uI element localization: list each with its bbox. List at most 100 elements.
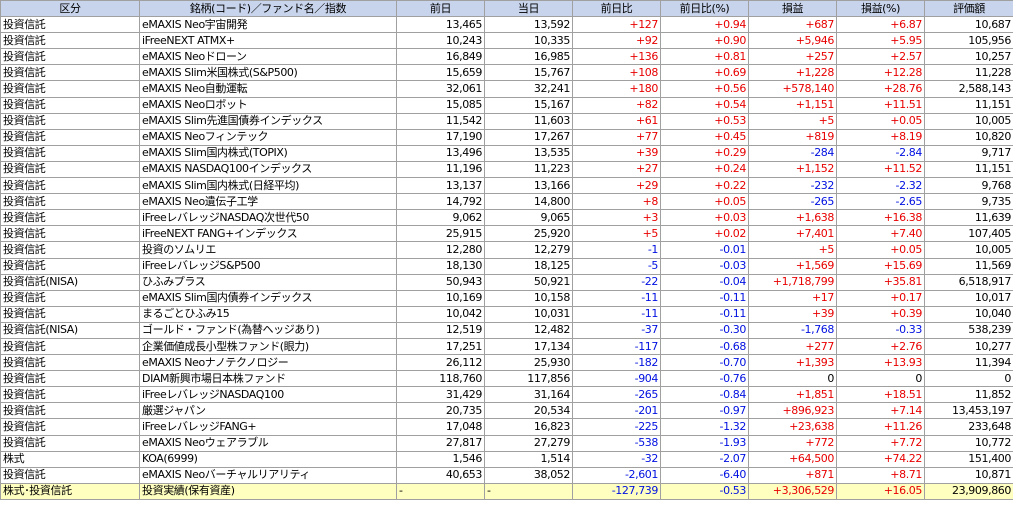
previous-day-cell: 26,112: [396, 354, 485, 372]
profit-loss-percent-cell: +35.81: [836, 273, 925, 291]
previous-day-cell: 27,817: [396, 434, 485, 452]
valuation-cell: 9,735: [924, 193, 1013, 211]
table-row[interactable]: 投資信託 iFreeレバレッジFANG+ 17,048 16,823 -225 -1.32…: [0, 418, 1013, 436]
day-change-percent-cell: -0.97: [660, 402, 749, 420]
day-change-percent-cell: +0.69: [660, 64, 749, 82]
category-cell: 投資信託: [0, 225, 140, 243]
current-day-cell: -: [484, 482, 573, 500]
header-profit-loss[interactable]: 損益: [748, 0, 837, 18]
day-change-cell: +180: [572, 80, 661, 98]
profit-loss-percent-cell: +74.22: [836, 450, 925, 468]
valuation-cell: 10,005: [924, 241, 1013, 259]
day-change-percent-cell: -0.11: [660, 289, 749, 307]
fund-name-cell: iFreeレバレッジFANG+: [139, 418, 397, 436]
current-day-cell: 13,166: [484, 177, 573, 195]
current-day-cell: 20,534: [484, 402, 573, 420]
day-change-percent-cell: -0.68: [660, 337, 749, 356]
table-row[interactable]: 投資信託 iFreeNEXT FANG+インデックス 25,915 25,920 +5 +…: [0, 225, 1013, 243]
current-day-cell: 14,800: [484, 193, 573, 211]
category-cell: 投資信託: [0, 354, 140, 372]
valuation-cell: 11,852: [924, 386, 1013, 404]
day-change-percent-cell: -0.30: [660, 321, 749, 339]
table-row[interactable]: 株式 KOA(6999) 1,546 1,514 -32 -2.07 +64,500 +74.…: [0, 450, 1013, 468]
valuation-cell: 11,394: [924, 354, 1013, 372]
table-row[interactable]: 投資信託 eMAXIS Neo自動運転 32,061 32,241 +180 +0.56 +…: [0, 80, 1013, 98]
profit-loss-cell: -1,768: [748, 321, 837, 339]
fund-name-cell: eMAXIS Neoウェアラブル: [139, 434, 397, 452]
day-change-cell: -1: [572, 241, 661, 259]
profit-loss-percent-cell: +28.76: [836, 80, 925, 98]
profit-loss-percent-cell: +13.93: [836, 354, 925, 372]
profit-loss-cell: +5: [748, 112, 837, 130]
category-cell: 投資信託: [0, 289, 140, 307]
current-day-cell: 25,920: [484, 225, 573, 243]
table-row[interactable]: 投資信託 投資のソムリエ 12,280 12,279 -1 -0.01 +5 +0.05 10,…: [0, 241, 1013, 259]
day-change-percent-cell: -0.53: [660, 482, 749, 500]
total-row[interactable]: 株式･投資信託 投資実績(保有資産) - - -127,739 -0.53 +3,306,5…: [0, 482, 1013, 500]
profit-loss-percent-cell: +15.69: [836, 257, 925, 275]
table-row[interactable]: 投資信託 厳選ジャパン 20,735 20,534 -201 -0.97 +896,923 +…: [0, 402, 1013, 420]
table-row[interactable]: 投資信託 DIAM新興市場日本株ファンド 118,760 117,856 -904 -0.…: [0, 370, 1013, 388]
profit-loss-cell: +896,923: [748, 402, 837, 420]
current-day-cell: 17,134: [484, 337, 573, 356]
table-row[interactable]: 投資信託 eMAXIS Slim国内株式(TOPIX) 13,496 13,535 +3…: [0, 144, 1013, 162]
fund-name-cell: eMAXIS Neo宇宙開発: [139, 16, 397, 34]
table-row[interactable]: 投資信託 eMAXIS Slim米国株式(S&P500) 15,659 15,767 +…: [0, 64, 1013, 82]
day-change-cell: +5: [572, 225, 661, 243]
current-day-cell: 17,267: [484, 128, 573, 146]
day-change-cell: +27: [572, 160, 661, 179]
valuation-cell: 10,017: [924, 289, 1013, 307]
day-change-cell: +82: [572, 96, 661, 114]
table-row[interactable]: 投資信託(NISA) ひふみプラス 50,943 50,921 -22 -0.04 +1,7…: [0, 273, 1013, 291]
previous-day-cell: 40,653: [396, 466, 485, 484]
header-current-day[interactable]: 当日: [484, 0, 573, 18]
table-row[interactable]: 投資信託 eMAXIS Neoバーチャルリアリティ 40,653 38,052 -2,6…: [0, 466, 1013, 484]
category-cell: 投資信託: [0, 305, 140, 323]
valuation-cell: 233,648: [924, 418, 1013, 436]
profit-loss-percent-cell: +5.95: [836, 32, 925, 50]
valuation-cell: 11,569: [924, 257, 1013, 275]
table-row[interactable]: 投資信託 iFreeレバレッジS&P500 18,130 18,125 -5 -0.03 +…: [0, 257, 1013, 275]
header-day-change[interactable]: 前日比: [572, 0, 661, 18]
day-change-percent-cell: -0.03: [660, 257, 749, 275]
table-row[interactable]: 投資信託 eMAXIS Slim先進国債券インデックス 11,542 11,603 +6…: [0, 112, 1013, 130]
table-row[interactable]: 投資信託 eMAXIS Neoドローン 16,849 16,985 +136 +0.81 +…: [0, 48, 1013, 66]
header-previous-day[interactable]: 前日: [396, 0, 485, 18]
table-row[interactable]: 投資信託 eMAXIS Neoフィンテック 17,190 17,267 +77 +0.45…: [0, 128, 1013, 146]
table-row[interactable]: 投資信託 iFreeレバレッジNASDAQ次世代50 9,062 9,065 +3 +0.…: [0, 209, 1013, 227]
current-day-cell: 12,482: [484, 321, 573, 339]
table-row[interactable]: 投資信託 eMAXIS Neoナノテクノロジー 26,112 25,930 -182 -0…: [0, 354, 1013, 372]
profit-loss-percent-cell: -2.84: [836, 144, 925, 162]
previous-day-cell: 10,243: [396, 32, 485, 50]
profit-loss-cell: +3,306,529: [748, 482, 837, 500]
profit-loss-cell: +257: [748, 48, 837, 66]
fund-name-cell: eMAXIS Neoドローン: [139, 48, 397, 66]
header-profit-loss-percent[interactable]: 損益(%): [836, 0, 925, 18]
table-row[interactable]: 投資信託 eMAXIS Neoウェアラブル 27,817 27,279 -538 -1.9…: [0, 434, 1013, 452]
previous-day-cell: 13,465: [396, 16, 485, 34]
table-row[interactable]: 投資信託 まるごとひふみ15 10,042 10,031 -11 -0.11 +39 +0.3…: [0, 305, 1013, 323]
header-fund-name[interactable]: 銘柄(コード)／ファンド名／指数: [139, 0, 397, 18]
previous-day-cell: 11,542: [396, 112, 485, 130]
valuation-cell: 10,277: [924, 337, 1013, 356]
table-row[interactable]: 投資信託 eMAXIS Neo宇宙開発 13,465 13,592 +127 +0.94 +…: [0, 16, 1013, 34]
table-row[interactable]: 投資信託 eMAXIS Neo遺伝子工学 14,792 14,800 +8 +0.05 -2…: [0, 193, 1013, 211]
table-row[interactable]: 投資信託 eMAXIS NASDAQ100インデックス 11,196 11,223 +2…: [0, 160, 1013, 179]
valuation-cell: 10,687: [924, 16, 1013, 34]
profit-loss-percent-cell: +16.05: [836, 482, 925, 500]
previous-day-cell: 16,849: [396, 48, 485, 66]
fund-name-cell: DIAM新興市場日本株ファンド: [139, 370, 397, 388]
header-category[interactable]: 区分: [0, 0, 140, 18]
table-row[interactable]: 投資信託 eMAXIS Slim国内株式(日経平均) 13,137 13,166 +29…: [0, 177, 1013, 195]
table-row[interactable]: 投資信託 eMAXIS Slim国内債券インデックス 10,169 10,158 -11…: [0, 289, 1013, 307]
previous-day-cell: 12,280: [396, 241, 485, 259]
table-row[interactable]: 投資信託(NISA) ゴールド・ファンド(為替ヘッジあり) 12,519 12,482…: [0, 321, 1013, 339]
table-row[interactable]: 投資信託 iFreeNEXT ATMX+ 10,243 10,335 +92 +0.90 +…: [0, 32, 1013, 50]
header-day-change-percent[interactable]: 前日比(%): [660, 0, 749, 18]
table-row[interactable]: 投資信託 eMAXIS Neoロボット 15,085 15,167 +82 +0.54 +1…: [0, 96, 1013, 114]
table-row[interactable]: 投資信託 企業価値成長小型株ファンド(眼力) 17,251 17,134 -117 -0.…: [0, 337, 1013, 356]
table-row[interactable]: 投資信託 iFreeレバレッジNASDAQ100 31,429 31,164 -265-…: [0, 386, 1013, 404]
header-valuation[interactable]: 評価額: [924, 0, 1013, 18]
fund-name-cell: 投資実績(保有資産): [139, 482, 397, 500]
previous-day-cell: 10,042: [396, 305, 485, 323]
